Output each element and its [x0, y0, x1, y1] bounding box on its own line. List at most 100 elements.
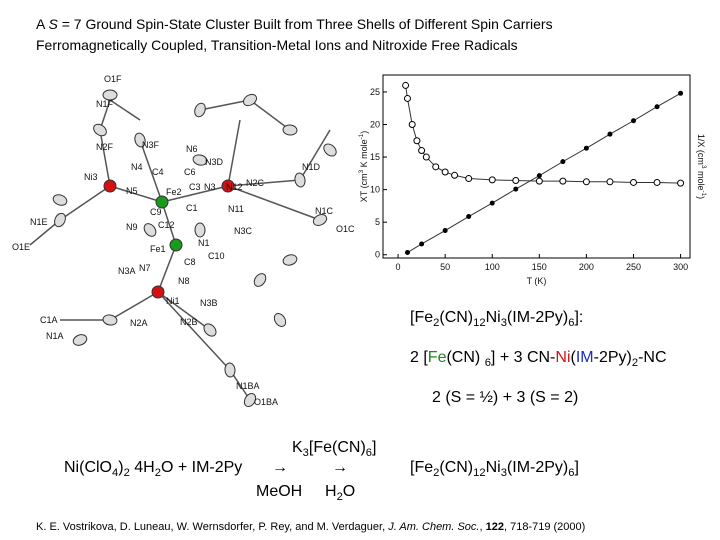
atom-label: C3 [189, 182, 201, 192]
bond [109, 99, 141, 121]
bond [139, 139, 163, 203]
data-point [629, 178, 637, 186]
ellipsoid [93, 123, 107, 137]
text-segment: Ferromagnetically Coupled, Transition-Me… [36, 37, 518, 53]
atom-label: N12 [226, 182, 243, 192]
text-segment: ] [372, 439, 376, 456]
y-axis-label: XT (cm3 K mole-1) [358, 131, 369, 202]
x-tick-label: 50 [440, 262, 450, 272]
atom-label: N2F [96, 142, 114, 152]
metal-atom [221, 179, 235, 193]
text-segment: 2 [337, 491, 343, 503]
ellipsoid [242, 93, 258, 107]
atom-label: O1C [336, 224, 355, 234]
ellipsoid [134, 132, 146, 148]
text-segment: 3 [501, 317, 507, 329]
bond [157, 291, 231, 371]
atom-label: C4 [152, 167, 164, 177]
atom-label: C9 [150, 207, 162, 217]
text-segment: ) [118, 459, 123, 476]
text-segment: 6 [568, 317, 574, 329]
text-segment: ] [574, 459, 578, 476]
ellipsoid [312, 214, 328, 226]
atom-label: N7 [139, 263, 151, 273]
data-point [607, 131, 613, 137]
atom-label: N2C [246, 178, 265, 188]
text-segment: 2 [155, 467, 161, 479]
data-point [466, 214, 472, 220]
ellipsoid [323, 143, 337, 157]
atom-label: N6 [186, 144, 198, 154]
x-tick-label: 300 [673, 262, 688, 272]
atom-label: N3D [205, 157, 224, 167]
text-segment: [Fe(CN) [309, 439, 366, 456]
text-segment: 2 [632, 357, 638, 369]
bond [157, 244, 177, 293]
data-point [535, 177, 543, 185]
y-tick-label: 5 [375, 217, 380, 227]
text-segment: ] + 3 CN- [491, 349, 555, 366]
text-segment: -1 [358, 133, 365, 139]
atom-label: N5 [126, 186, 138, 196]
title-line: A S = 7 Ground Spin-State Cluster Built … [36, 16, 553, 32]
atom-label: Fe2 [166, 187, 182, 197]
ellipsoid [294, 172, 306, 188]
text-segment: O [343, 483, 355, 500]
citation: K. E. Vostrikova, D. Luneau, W. Wernsdor… [36, 521, 585, 533]
bond [161, 185, 229, 203]
atom-label: N8 [178, 276, 190, 286]
text-segment: 12 [473, 317, 485, 329]
atom-label: C1 [186, 203, 198, 213]
text-segment: 122 [486, 521, 504, 533]
atom-label: N2A [130, 318, 148, 328]
text-segment: (IM-2Py) [507, 459, 568, 476]
data-point [441, 168, 449, 176]
data-point [402, 81, 410, 89]
data-point [512, 177, 520, 185]
atom-label: O1BA [254, 397, 278, 407]
data-point [488, 176, 496, 184]
text-segment: (CN) [439, 309, 473, 326]
ellipsoid [194, 222, 206, 238]
data-point [677, 179, 685, 187]
data-point [513, 186, 519, 192]
text-segment: (CN) [439, 459, 473, 476]
text-segment: H [325, 483, 337, 500]
atom-label: N3A [118, 266, 136, 276]
bond [199, 99, 251, 111]
atom-label: N1A [46, 331, 64, 341]
atom-label: N3F [142, 140, 160, 150]
text-segment: K. E. Vostrikova, D. Luneau, W. Wernsdor… [36, 521, 388, 533]
ellipsoid [194, 102, 206, 118]
atom-label: Ni1 [166, 296, 180, 306]
bond [299, 129, 331, 181]
ellipsoid [282, 124, 298, 136]
text-segment: 6 [485, 357, 491, 369]
text-segment: , [479, 521, 485, 533]
bond [157, 291, 211, 331]
ellipsoid [52, 194, 68, 206]
y2-axis-label: 1/X (cm3 mole-1) [696, 134, 707, 199]
atom-label: N1 [198, 238, 210, 248]
atom-label: N1E [30, 217, 48, 227]
text-segment: S [48, 16, 58, 32]
ellipsoid [54, 212, 66, 228]
data-point [404, 250, 410, 256]
data-point [451, 171, 459, 179]
composition: 2 [Fe(CN) 6] + 3 CN-Ni(IM-2Py)2-NC [410, 349, 667, 369]
reagent: K3[Fe(CN)6] [292, 439, 376, 459]
solvent: H2O [325, 483, 355, 503]
data-point [653, 178, 661, 186]
text-segment: -2Py) [594, 349, 632, 366]
text-segment: ]: [574, 309, 583, 326]
ellipsoid [224, 362, 236, 378]
x-tick-label: 0 [396, 262, 401, 272]
text-segment: (CN) [446, 349, 484, 366]
x-tick-label: 200 [579, 262, 594, 272]
data-point [413, 137, 421, 145]
atom-label: N1D [302, 162, 321, 172]
atom-label: O1F [104, 74, 122, 84]
bond [161, 201, 177, 246]
